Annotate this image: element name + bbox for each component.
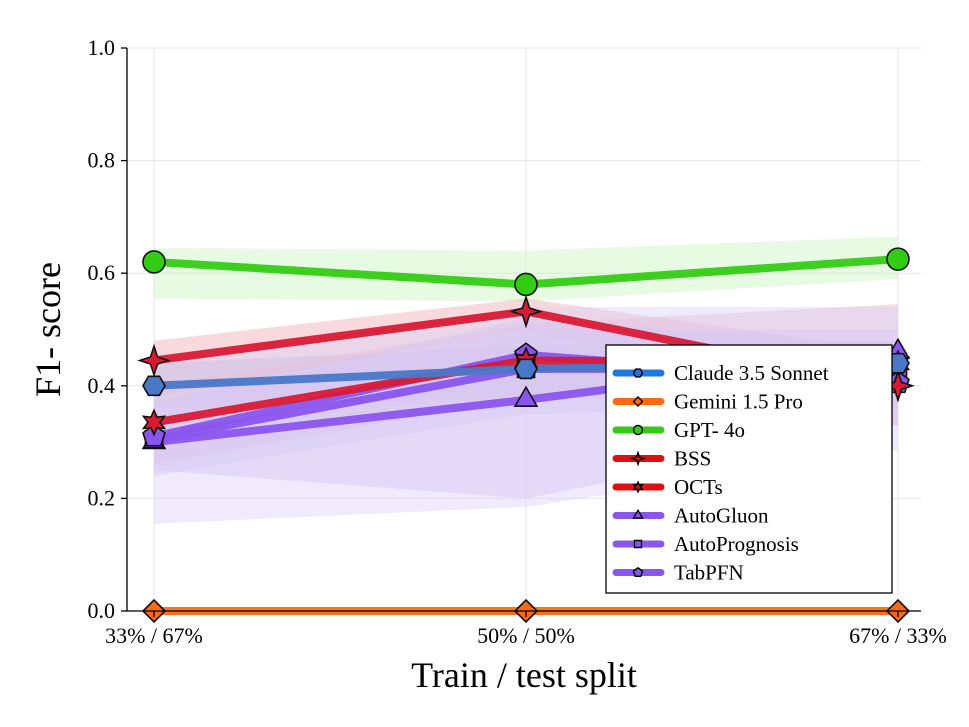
marker-bss	[137, 343, 171, 378]
y-tick-label: 1.0	[88, 35, 116, 60]
x-axis-title: Train / test split	[411, 655, 637, 695]
marker-gpt-4o	[142, 250, 166, 274]
marker-octs	[141, 408, 167, 437]
legend-item-gpt-4o: GPT- 4o	[612, 418, 745, 442]
x-tick-labels: 33% / 67% 50% / 50% 67% / 33%	[105, 623, 947, 648]
legend-marker	[632, 396, 644, 407]
legend-label: OCTs	[674, 475, 723, 499]
legend-label: GPT- 4o	[674, 418, 745, 442]
legend-items: Claude 3.5 Sonnet Gemini 1.5 Pro GPT- 4o BS…	[612, 361, 829, 585]
legend-label: BSS	[674, 447, 711, 471]
y-axis-title: F1- score	[28, 262, 68, 397]
legend-item-gemini-1-5-pro: Gemini 1.5 Pro	[612, 390, 803, 414]
legend-box	[605, 344, 893, 594]
legend-item-tabpfn: TabPFN	[612, 561, 744, 585]
marker-claude-3-5-sonnet	[142, 375, 166, 397]
y-tick-label: 0.8	[88, 148, 116, 173]
marker-autogluon	[513, 385, 539, 407]
legend-label: TabPFN	[674, 561, 744, 585]
legend-label: Gemini 1.5 Pro	[674, 390, 803, 414]
band-gpt-4o	[154, 236, 898, 302]
legend: Claude 3.5 Sonnet Gemini 1.5 Pro GPT- 4o BS…	[605, 344, 893, 594]
x-tick-label: 50% / 50%	[477, 623, 575, 648]
legend-marker	[632, 424, 644, 436]
band-bss	[154, 298, 898, 426]
legend-item-autogluon: AutoGluon	[612, 504, 769, 528]
marker-gpt-4o	[514, 272, 538, 297]
legend-item-octs: OCTs	[612, 475, 723, 499]
x-tick-label: 33% / 67%	[105, 623, 203, 648]
marker-claude-3-5-sonnet	[514, 358, 538, 380]
y-tick-label: 0.0	[88, 598, 116, 623]
x-tick-label: 67% / 33%	[849, 623, 947, 648]
legend-marker	[632, 508, 644, 519]
series-markers	[137, 247, 915, 624]
y-tick-label: 0.2	[88, 485, 116, 510]
marker-gpt-4o	[886, 247, 910, 271]
legend-item-autoprognosis: AutoPrognosis	[612, 532, 799, 556]
legend-label: AutoPrognosis	[674, 532, 799, 556]
axes	[121, 47, 921, 617]
y-tick-label: 0.6	[88, 260, 116, 285]
legend-label: Claude 3.5 Sonnet	[674, 361, 829, 385]
legend-marker	[629, 450, 647, 467]
legend-marker	[632, 480, 644, 494]
legend-marker	[632, 566, 644, 578]
legend-marker	[632, 368, 644, 378]
legend-item-claude-3-5-sonnet: Claude 3.5 Sonnet	[612, 361, 829, 385]
legend-item-bss: BSS	[612, 447, 711, 471]
y-tick-labels: 0.0 0.2 0.4 0.6 0.8 1.0	[88, 35, 116, 623]
y-tick-label: 0.4	[88, 373, 116, 398]
legend-label: AutoGluon	[674, 504, 769, 528]
grid	[127, 47, 921, 612]
legend-marker	[633, 539, 643, 549]
marker-bss	[509, 294, 543, 329]
